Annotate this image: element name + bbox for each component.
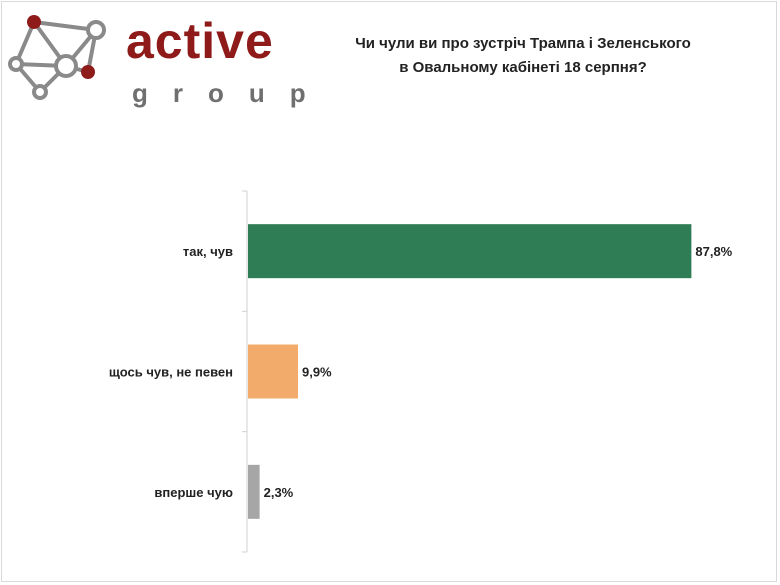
bar — [248, 224, 692, 279]
logo-subtitle: group — [132, 78, 331, 108]
data-label: 87,8% — [695, 244, 732, 259]
logo-wordmark: active — [126, 13, 274, 69]
category-label: вперше чую — [154, 485, 233, 500]
chart-title-line-1: Чи чули ви про зустріч Трампа і Зеленськ… — [355, 35, 691, 52]
category-label: так, чув — [183, 244, 233, 259]
chart-title-line-2: в Овальному кабінеті 18 серпня? — [399, 59, 647, 76]
category-label: щось чув, не певен — [109, 365, 233, 380]
bar — [248, 344, 298, 399]
data-label: 2,3% — [264, 485, 294, 500]
data-label: 9,9% — [302, 365, 332, 380]
active-group-logo: active group — [8, 8, 306, 108]
chart-title: Чи чули ви про зустріч Трампа і Зеленськ… — [318, 32, 728, 80]
molecule-logo-icon — [8, 15, 106, 100]
bar — [248, 464, 260, 519]
